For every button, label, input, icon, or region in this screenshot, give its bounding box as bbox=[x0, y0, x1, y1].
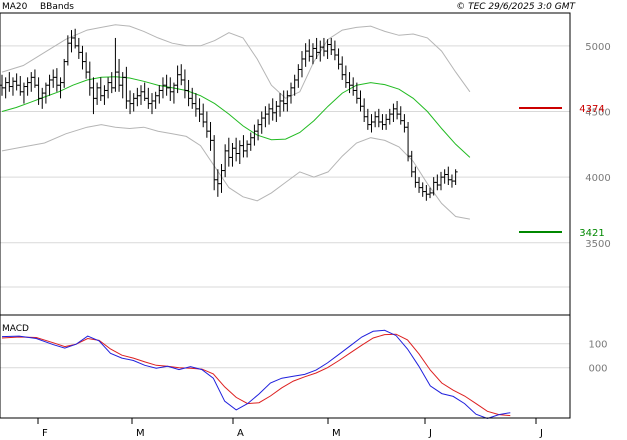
copyright-timestamp: © TEC 29/6/2025 3:0 GMT bbox=[456, 2, 576, 12]
ma20-line bbox=[1, 76, 471, 158]
macd-axis: 100 000 bbox=[588, 340, 607, 375]
time-tick-label: J bbox=[539, 428, 543, 439]
time-tick-label: F bbox=[42, 428, 48, 439]
price-gridlines bbox=[0, 45, 570, 288]
macd-title: MACD bbox=[2, 324, 29, 334]
macd-panel: 100 000 MACD bbox=[0, 314, 608, 420]
macd-panel-frame bbox=[0, 314, 571, 419]
legend-bbands-label: BBands bbox=[40, 2, 74, 12]
time-tick-label: M bbox=[332, 428, 341, 439]
ohlc-bar bbox=[453, 169, 458, 186]
support-level-label: 3421 bbox=[579, 228, 604, 239]
support-resistance-levels: 4374 3421 bbox=[519, 104, 605, 239]
price-axis: 5000 4500 4000 3500 bbox=[585, 42, 610, 250]
time-tick-label: M bbox=[136, 428, 145, 439]
price-tick-label: 5000 bbox=[585, 42, 610, 53]
price-tick-label: 4500 bbox=[585, 107, 610, 118]
bbands-upper-line bbox=[1, 24, 471, 99]
macd-line bbox=[1, 329, 511, 420]
ohlc-bars bbox=[0, 28, 458, 201]
macd-tick-label: 100 bbox=[588, 340, 607, 351]
resistance-level-label: 4374 bbox=[579, 104, 604, 115]
bbands-lower-line bbox=[1, 124, 470, 220]
legend-ma20-label: MA20 bbox=[2, 2, 28, 12]
time-tick-label: J bbox=[428, 428, 432, 439]
price-tick-label: 4000 bbox=[585, 173, 610, 184]
price-tick-label: 3500 bbox=[585, 239, 610, 250]
macd-gridlines bbox=[0, 343, 570, 369]
time-tick-label: A bbox=[237, 428, 244, 439]
macd-tick-label: 000 bbox=[588, 364, 607, 375]
macd-signal-line bbox=[1, 333, 511, 417]
